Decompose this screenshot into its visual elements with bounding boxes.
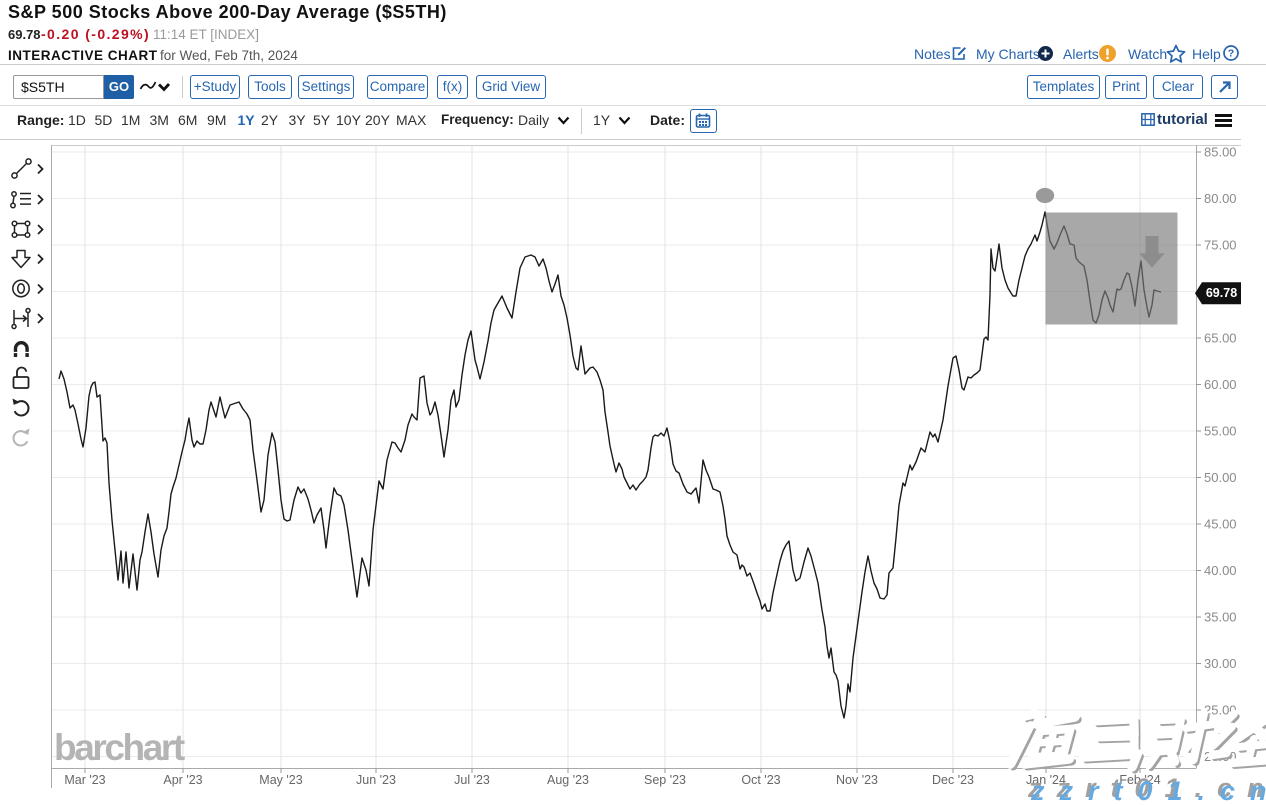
svg-text:May '23: May '23	[259, 773, 302, 787]
svg-text:Jul '23: Jul '23	[454, 773, 490, 787]
svg-text:zzrt01.cn: zzrt01.cn	[1027, 773, 1266, 803]
svg-text:?: ?	[1228, 48, 1234, 60]
svg-text:55.00: 55.00	[1204, 424, 1237, 439]
svg-text:Nov '23: Nov '23	[836, 773, 878, 787]
svg-text:zzrt01.cn: zzrt01.cn	[1030, 776, 1266, 805]
svg-text:Dec '23: Dec '23	[932, 773, 974, 787]
svg-text:Jan '24: Jan '24	[1026, 773, 1066, 787]
svg-text:69.78: 69.78	[1206, 286, 1237, 300]
svg-text:75.00: 75.00	[1204, 238, 1237, 253]
svg-text:Sep '23: Sep '23	[644, 773, 686, 787]
svg-text:40.00: 40.00	[1204, 563, 1237, 578]
svg-text:30.00: 30.00	[1204, 656, 1237, 671]
svg-text:Mar '23: Mar '23	[64, 773, 105, 787]
svg-text:Aug '23: Aug '23	[547, 773, 589, 787]
svg-text:Apr '23: Apr '23	[163, 773, 202, 787]
svg-text:80.00: 80.00	[1204, 191, 1237, 206]
svg-text:85.00: 85.00	[1204, 145, 1237, 160]
svg-text:Oct '23: Oct '23	[741, 773, 780, 787]
svg-text:60.00: 60.00	[1204, 377, 1237, 392]
svg-text:Jun '23: Jun '23	[356, 773, 396, 787]
svg-text:50.00: 50.00	[1204, 470, 1237, 485]
svg-text:Feb '24: Feb '24	[1119, 773, 1160, 787]
svg-text:45.00: 45.00	[1204, 517, 1237, 532]
svg-text:35.00: 35.00	[1204, 610, 1237, 625]
svg-text:65.00: 65.00	[1204, 331, 1237, 346]
svg-text:barchart: barchart	[54, 727, 185, 768]
